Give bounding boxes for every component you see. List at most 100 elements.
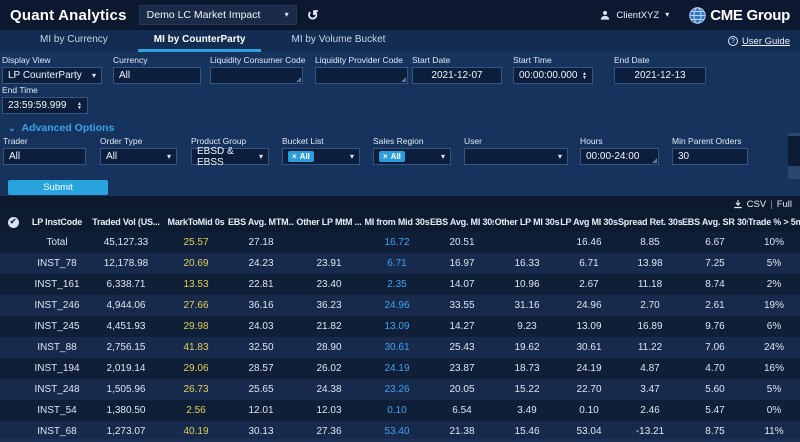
table-row[interactable]: INST_7812,178.9820.6924.2323.916.7116.97…	[0, 253, 800, 274]
min-parent-orders-input[interactable]	[678, 151, 742, 162]
row-select-cell[interactable]	[0, 358, 26, 379]
export-full-link[interactable]: Full	[777, 199, 792, 210]
table-cell: 13.98	[618, 253, 682, 274]
table-cell: 22.81	[228, 274, 294, 295]
chevron-down-icon: ⌄	[8, 124, 16, 133]
table-cell: 27.66	[164, 295, 228, 316]
time-stepper[interactable]: ▲▼	[74, 99, 85, 112]
column-header[interactable]: LP InstCode	[26, 212, 88, 232]
table-cell: 6.54	[430, 400, 494, 421]
liquidity-consumer-code-textarea[interactable]	[210, 67, 303, 84]
table-cell: 11.18	[618, 274, 682, 295]
time-stepper[interactable]: ▲▼	[579, 69, 590, 82]
hours-textarea[interactable]: 00:00-24:00	[580, 148, 659, 165]
end-time-input[interactable]: 23:59:59.999 ▲▼	[2, 97, 88, 114]
column-header[interactable]: MarkToMid 0s	[164, 212, 228, 232]
column-header[interactable]: MI from Mid 30s	[364, 212, 430, 232]
table-cell: 2.35	[364, 274, 430, 295]
table-cell: 24.19	[560, 358, 618, 379]
liquidity-provider-code-textarea[interactable]	[315, 67, 408, 84]
table-cell: 7.25	[682, 253, 748, 274]
export-strip: CSV | Full	[0, 196, 800, 212]
bucket-list-multiselect[interactable]: × All ▾	[282, 148, 360, 165]
column-header[interactable]: EBS Avg. MI 30s	[430, 212, 494, 232]
table-cell: 25.57	[164, 232, 228, 253]
username[interactable]: ClientXYZ	[616, 10, 659, 21]
table-cell: 22.70	[560, 379, 618, 400]
order-type-select[interactable]: All ▾	[100, 148, 177, 165]
trader-input[interactable]	[9, 151, 80, 162]
table-row[interactable]: INST_1942,019.1429.0628.5726.0224.1923.8…	[0, 358, 800, 379]
user-guide-link[interactable]: ? User Guide	[728, 30, 800, 52]
column-header[interactable]: EBS Avg. MTM...	[228, 212, 294, 232]
table-row[interactable]: INST_1616,338.7113.5322.8123.402.3514.07…	[0, 274, 800, 295]
scrollbar[interactable]	[788, 133, 800, 179]
table-row[interactable]: INST_2464,944.0627.6636.1636.2324.9633.5…	[0, 295, 800, 316]
display-view-select[interactable]: LP CounterParty ▾	[2, 67, 102, 84]
table-row[interactable]: Total45,127.3325.5727.1816.7220.5116.468…	[0, 232, 800, 253]
submit-button[interactable]: Submit	[8, 180, 108, 195]
table-row[interactable]: INST_882,756.1541.8332.5028.9030.6125.43…	[0, 337, 800, 358]
tab-mi-by-counterparty[interactable]: MI by CounterParty	[138, 30, 262, 52]
table-cell: 16.33	[494, 253, 560, 274]
dashboard-select[interactable]: Demo LC Market Impact ▾	[139, 5, 297, 25]
remove-chip-icon[interactable]: ×	[292, 152, 297, 161]
table-cell: 16.72	[364, 232, 430, 253]
table-row[interactable]: INST_2481,505.9626.7325.6524.3823.2620.0…	[0, 379, 800, 400]
advanced-options-toggle[interactable]: ⌄ Advanced Options	[8, 122, 114, 134]
column-header[interactable]: Other LP MI 30s	[494, 212, 560, 232]
select-all-header[interactable]: ✔	[0, 212, 26, 232]
table-cell: 1,380.50	[88, 400, 164, 421]
remove-chip-icon[interactable]: ×	[383, 152, 388, 161]
table-body: Total45,127.3325.5727.1816.7220.5116.468…	[0, 232, 800, 442]
table-cell: 30.61	[364, 337, 430, 358]
table-cell: 2,019.14	[88, 358, 164, 379]
check-circle-icon: ✔	[8, 217, 19, 228]
table-cell: 28.90	[294, 337, 364, 358]
currency-input[interactable]	[119, 70, 195, 81]
row-select-cell[interactable]	[0, 400, 26, 421]
row-select-cell[interactable]	[0, 379, 26, 400]
start-time-input[interactable]: 00:00:00.000 ▲▼	[513, 67, 593, 84]
column-header[interactable]: LP Avg MI 30s	[560, 212, 618, 232]
row-select-cell[interactable]	[0, 232, 26, 253]
table-cell: 28.57	[228, 358, 294, 379]
table-cell: 11.22	[618, 337, 682, 358]
column-header[interactable]: Traded Vol (US...	[88, 212, 164, 232]
sales-region-multiselect[interactable]: × All ▾	[373, 148, 451, 165]
chevron-down-icon: ▾	[167, 153, 171, 161]
end-date-input[interactable]: 2021-12-13	[614, 67, 706, 84]
table-cell: 2.70	[618, 295, 682, 316]
table-cell: 13.53	[164, 274, 228, 295]
row-select-cell[interactable]	[0, 253, 26, 274]
column-header[interactable]: Other LP MtM ...	[294, 212, 364, 232]
scrollbar-thumb[interactable]	[788, 136, 800, 166]
column-header[interactable]: Trade % > 5m	[748, 212, 800, 232]
table-row[interactable]: INST_541,380.502.5612.0112.030.106.543.4…	[0, 400, 800, 421]
table-cell: INST_88	[26, 337, 88, 358]
product-group-select[interactable]: EBSD & EBSS ▾	[191, 148, 269, 165]
resize-grip-icon[interactable]	[296, 77, 301, 82]
column-header[interactable]: EBS Avg. SR 30s	[682, 212, 748, 232]
refresh-icon[interactable]: ↻	[307, 7, 319, 24]
liquidity-consumer-code-label: Liquidity Consumer Code	[210, 55, 303, 65]
export-csv-link[interactable]: CSV	[747, 199, 767, 210]
row-select-cell[interactable]	[0, 337, 26, 358]
user-menu-chevron-icon[interactable]: ▾	[665, 11, 669, 19]
chevron-down-icon: ▾	[259, 153, 263, 161]
table-cell: 45,127.33	[88, 232, 164, 253]
resize-grip-icon[interactable]	[401, 77, 406, 82]
table-cell: 8.85	[618, 232, 682, 253]
tab-mi-by-currency[interactable]: MI by Currency	[24, 30, 124, 52]
start-date-input[interactable]: 2021-12-07	[412, 67, 502, 84]
row-select-cell[interactable]	[0, 295, 26, 316]
resize-grip-icon[interactable]	[652, 158, 657, 163]
tab-mi-by-volume-bucket[interactable]: MI by Volume Bucket	[275, 30, 401, 52]
column-header[interactable]: Spread Ret. 30s	[618, 212, 682, 232]
row-select-cell[interactable]	[0, 316, 26, 337]
user-select[interactable]: ▾	[464, 148, 568, 165]
product-group-label: Product Group	[191, 136, 269, 146]
row-select-cell[interactable]	[0, 274, 26, 295]
table-row[interactable]: INST_2454,451.9329.9824.0321.8213.0914.2…	[0, 316, 800, 337]
table-cell: 24.03	[228, 316, 294, 337]
